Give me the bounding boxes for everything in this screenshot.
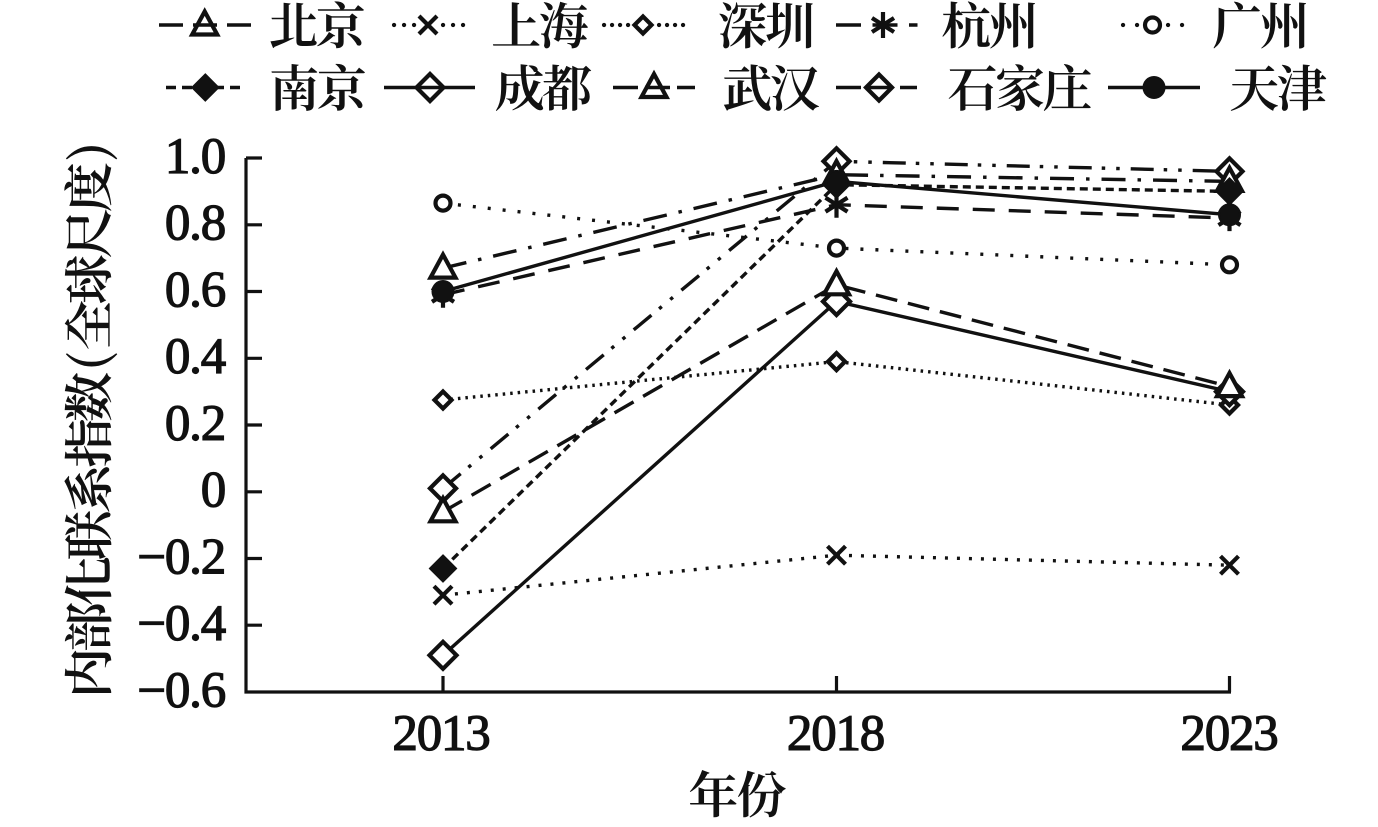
svg-text:1.0: 1.0 xyxy=(165,129,225,185)
svg-text:0.2: 0.2 xyxy=(165,396,225,452)
svg-text:2018: 2018 xyxy=(787,706,884,762)
svg-text:2013: 2013 xyxy=(392,706,489,762)
svg-text:0: 0 xyxy=(201,463,225,519)
svg-text:2023: 2023 xyxy=(1180,706,1277,762)
svg-text:−0.4: −0.4 xyxy=(137,596,225,652)
svg-text:0.4: 0.4 xyxy=(165,329,226,385)
svg-text:−0.6: −0.6 xyxy=(137,663,225,719)
svg-text:0.8: 0.8 xyxy=(165,196,225,252)
svg-text:0.6: 0.6 xyxy=(165,262,225,318)
svg-text:−0.2: −0.2 xyxy=(137,529,225,585)
